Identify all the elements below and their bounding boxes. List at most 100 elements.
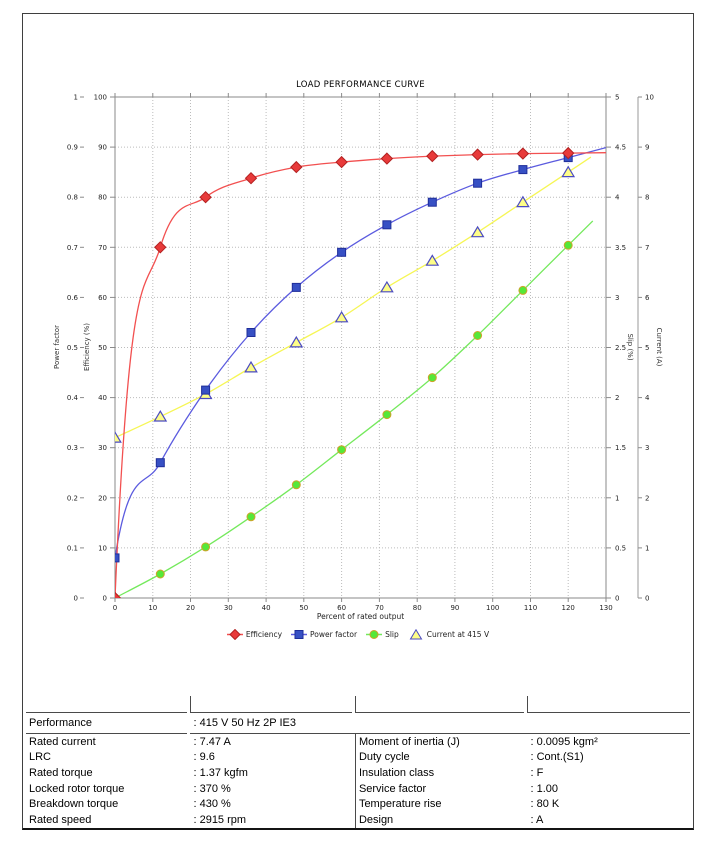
efficiency-tick-label: 100 xyxy=(94,94,107,102)
table-row: Rated torque : 1.37 kgfm Insulation clas… xyxy=(26,765,690,781)
efficiency-tick-label: 90 xyxy=(98,144,107,152)
x-tick-label: 130 xyxy=(599,604,612,612)
chart-legend: Efficiency Power factor Slip Current at … xyxy=(23,627,693,641)
x-axis-title: Percent of rated output xyxy=(316,612,405,621)
slip-tick-label: 0.5 xyxy=(615,544,626,552)
x-tick-label: 0 xyxy=(113,604,117,612)
current-tick-label: 5 xyxy=(645,344,649,352)
x-tick-label: 80 xyxy=(413,604,422,612)
efficiency-tick-label: 20 xyxy=(98,494,107,502)
legend-item-power-factor: Power factor xyxy=(291,629,357,640)
legend-item-efficiency: Efficiency xyxy=(226,628,282,640)
current-tick-label: 4 xyxy=(645,394,650,402)
power_factor-tick-label: 0.8 xyxy=(67,194,78,202)
x-tick-label: 40 xyxy=(262,604,271,612)
power-factor-square-icon xyxy=(291,629,308,640)
current-tick-label: 2 xyxy=(645,494,649,502)
spec-table: Performance : 415 V 50 Hz 2P IE3 Rated c… xyxy=(23,696,693,828)
spec-value: : 2915 rpm xyxy=(193,813,247,826)
datasheet-page: 0 10 20 30 40 50 60 70 80 90 100 110 120 130 0 10 20 30 40… xyxy=(22,13,694,830)
spec-value: : 1.00 xyxy=(530,782,559,795)
slip-tick-label: 2 xyxy=(615,394,619,402)
spec-label: Rated torque xyxy=(29,766,93,779)
x-tick-label: 110 xyxy=(524,604,537,612)
spec-label: Rated speed xyxy=(29,813,92,826)
x-tick-label: 10 xyxy=(148,604,157,612)
power_factor-tick-label: 0.4 xyxy=(67,394,79,402)
power_factor-tick-label: 0.6 xyxy=(67,294,79,302)
x-tick-label: 20 xyxy=(186,604,195,612)
slip-axis-title: Slip (%) xyxy=(626,333,634,361)
power_factor-tick-label: 0.1 xyxy=(67,544,78,552)
power_factor-tick-label: 1 xyxy=(74,94,78,102)
table-row-performance: Performance : 415 V 50 Hz 2P IE3 xyxy=(26,713,690,734)
x-tick-label: 120 xyxy=(562,604,575,612)
current-tick-label: 8 xyxy=(645,194,649,202)
spec-label: Performance xyxy=(26,713,188,734)
spec-value: : 370 % xyxy=(193,782,231,795)
slip-tick-label: 2.5 xyxy=(615,344,626,352)
chart-title: LOAD PERFORMANCE CURVE xyxy=(296,80,425,90)
power-factor-axis-title: Power factor xyxy=(53,325,61,369)
slip-tick-label: 1.5 xyxy=(615,444,626,452)
table-spacer-cell xyxy=(354,696,525,713)
table-row: Rated current : 7.47 A Moment of inertia… xyxy=(26,734,690,750)
spec-value: : 1.37 kgfm xyxy=(193,766,248,779)
table-row xyxy=(26,696,690,713)
spec-label: Service factor xyxy=(354,780,525,797)
efficiency-tick-label: 70 xyxy=(98,244,107,252)
slip-tick-label: 3 xyxy=(615,294,619,302)
table-spacer-cell xyxy=(527,696,690,713)
spec-value: : 9.6 xyxy=(193,751,215,764)
table-spacer-cell xyxy=(26,696,188,713)
spec-label: Moment of inertia (J) xyxy=(354,734,525,750)
efficiency-tick-label: 80 xyxy=(98,194,107,202)
current-axis-title: Current (A) xyxy=(655,327,663,367)
current-tick-label: 0 xyxy=(645,595,649,603)
power_factor-tick-label: 0.3 xyxy=(67,444,78,452)
x-tick-label: 90 xyxy=(450,604,459,612)
spec-value: : Cont.(S1) xyxy=(530,751,584,764)
table-row: Rated speed : 2915 rpm Design : A xyxy=(26,811,690,828)
spec-label: Design xyxy=(354,811,525,828)
table-row: Locked rotor torque : 370 % Service fact… xyxy=(26,780,690,797)
spec-label: Insulation class xyxy=(354,765,525,781)
power_factor-tick-label: 0.5 xyxy=(67,344,78,352)
x-tick-label: 30 xyxy=(224,604,233,612)
slip-tick-label: 5 xyxy=(615,94,619,102)
power_factor-tick-label: 0 xyxy=(74,595,78,603)
legend-label: Slip xyxy=(385,629,399,639)
spec-value: : A xyxy=(530,813,544,826)
legend-item-slip: Slip xyxy=(366,629,399,640)
table-spacer-cell xyxy=(190,696,352,713)
efficiency-tick-label: 60 xyxy=(98,294,107,302)
legend-item-current: Current at 415 V xyxy=(408,628,490,640)
table-row: Breakdown torque : 430 % Temperature ris… xyxy=(26,796,690,812)
power_factor-tick-label: 0.2 xyxy=(67,494,78,502)
current-triangle-icon xyxy=(408,628,424,640)
x-tick-label: 100 xyxy=(486,604,499,612)
slip-tick-label: 1 xyxy=(615,494,619,502)
slip-tick-label: 4.5 xyxy=(615,144,626,152)
x-tick-label: 70 xyxy=(375,604,384,612)
power_factor-tick-label: 0.9 xyxy=(67,144,78,152)
spec-label: Duty cycle xyxy=(354,749,525,766)
spec-label: Rated current xyxy=(29,735,96,748)
spec-value: : 415 V 50 Hz 2P IE3 xyxy=(190,713,690,734)
spec-value: : 7.47 A xyxy=(193,735,231,748)
x-tick-label: 50 xyxy=(299,604,308,612)
legend-label: Power factor xyxy=(310,629,358,639)
spec-label: Locked rotor torque xyxy=(29,782,125,795)
efficiency-tick-label: 30 xyxy=(98,444,107,452)
current-tick-label: 3 xyxy=(645,444,649,452)
efficiency-axis-title: Efficiency (%) xyxy=(83,322,91,372)
slip-tick-label: 3.5 xyxy=(615,244,626,252)
spec-value: : 0.0095 kgm² xyxy=(530,735,598,748)
power_factor-tick-label: 0.7 xyxy=(67,244,78,252)
current-tick-label: 7 xyxy=(645,244,649,252)
efficiency-tick-label: 0 xyxy=(103,595,107,603)
legend-label: Current at 415 V xyxy=(426,629,490,639)
current-tick-label: 1 xyxy=(645,544,649,552)
efficiency-tick-label: 40 xyxy=(98,394,107,402)
